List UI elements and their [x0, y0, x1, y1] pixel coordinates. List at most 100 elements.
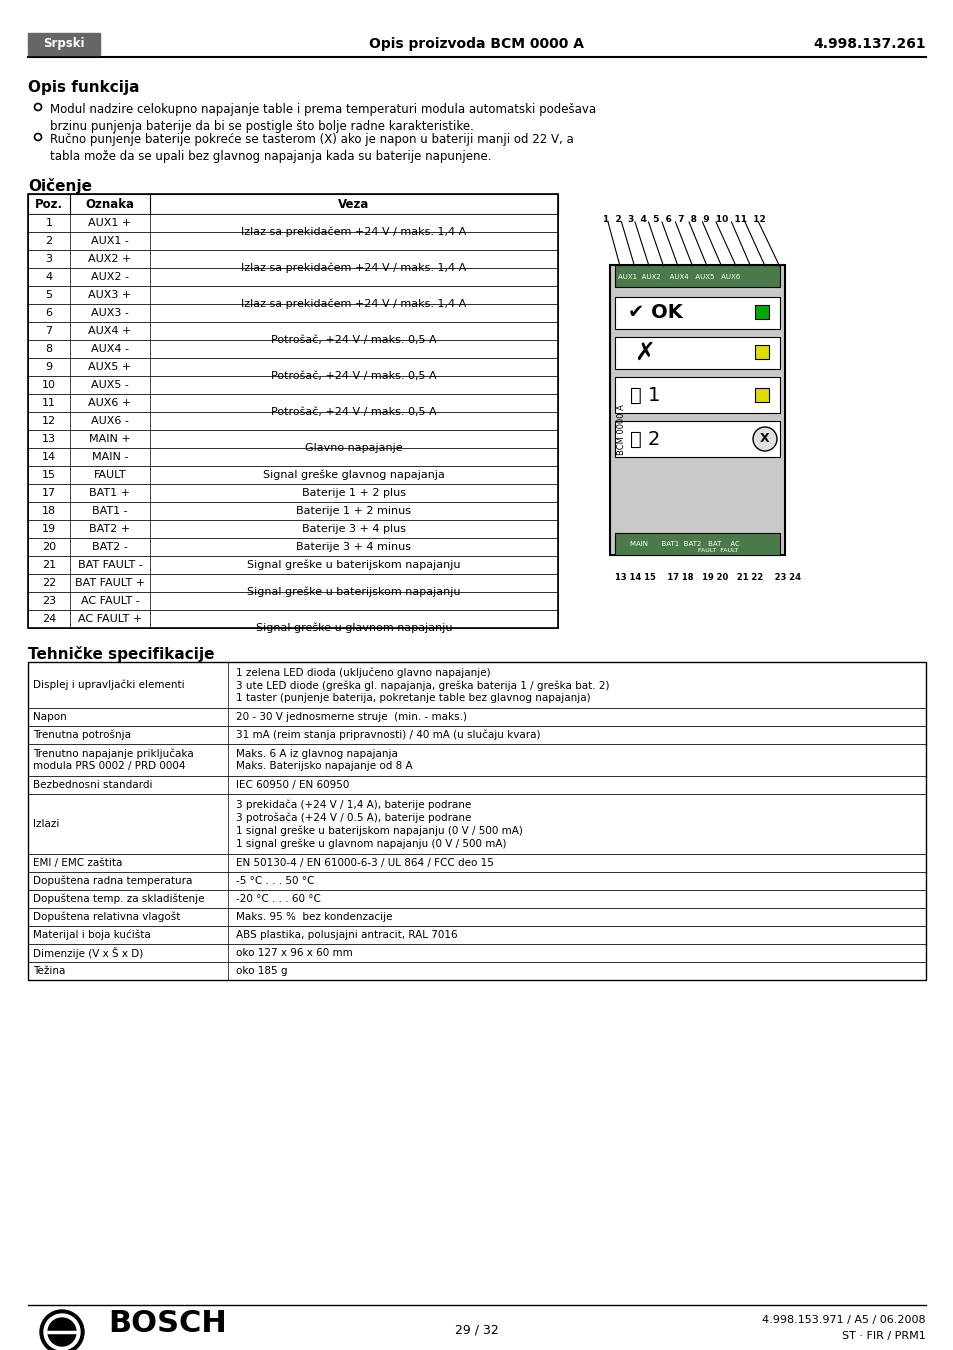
- Bar: [28, 909, 925, 926]
- Bar: [28, 963, 925, 980]
- Bar: [28, 485, 558, 502]
- Text: Baterije 3 + 4 minus: Baterije 3 + 4 minus: [296, 541, 411, 552]
- Bar: [615, 338, 780, 369]
- Text: EMI / EMC zaštita: EMI / EMC zaštita: [33, 859, 122, 868]
- Text: 23: 23: [42, 595, 56, 606]
- Bar: [754, 387, 768, 402]
- Text: ✔ OK: ✔ OK: [627, 304, 681, 323]
- Bar: [754, 305, 768, 319]
- Bar: [28, 926, 925, 944]
- Bar: [28, 448, 558, 466]
- Text: 4.998.153.971 / A5 / 06.2008: 4.998.153.971 / A5 / 06.2008: [761, 1315, 925, 1324]
- Text: BAT FAULT +: BAT FAULT +: [75, 578, 145, 589]
- Text: AUX5 +: AUX5 +: [89, 362, 132, 373]
- Bar: [28, 412, 558, 431]
- Text: Izlazi: Izlazi: [33, 819, 59, 829]
- Bar: [28, 872, 925, 890]
- Text: AUX6 +: AUX6 +: [89, 398, 132, 408]
- Text: 1  2  3  4  5  6  7  8  9  10  11  12: 1 2 3 4 5 6 7 8 9 10 11 12: [602, 215, 765, 224]
- Bar: [28, 776, 925, 794]
- Text: BOSCH: BOSCH: [108, 1310, 227, 1338]
- Text: 19: 19: [42, 524, 56, 535]
- Bar: [28, 502, 558, 520]
- Bar: [28, 662, 925, 707]
- Text: Signal greške u baterijskom napajanju: Signal greške u baterijskom napajanju: [247, 560, 460, 570]
- Bar: [28, 250, 558, 269]
- Text: ST · FIR / PRM1: ST · FIR / PRM1: [841, 1331, 925, 1341]
- Bar: [28, 662, 925, 980]
- Text: AC FAULT -: AC FAULT -: [81, 595, 139, 606]
- Bar: [28, 556, 558, 574]
- Bar: [28, 707, 925, 726]
- Text: AUX4 -: AUX4 -: [91, 344, 129, 354]
- Text: Signal greške u glavnom napajanju: Signal greške u glavnom napajanju: [255, 622, 452, 633]
- Text: 20 - 30 V jednosmerne struje  (min. - maks.): 20 - 30 V jednosmerne struje (min. - mak…: [235, 711, 467, 722]
- Text: Bezbednosni standardi: Bezbednosni standardi: [33, 780, 152, 790]
- Bar: [28, 286, 558, 304]
- Text: 22: 22: [42, 578, 56, 589]
- Text: Dopuštena temp. za skladištenje: Dopuštena temp. za skladištenje: [33, 894, 204, 904]
- Text: BCM 0000 A: BCM 0000 A: [617, 405, 626, 455]
- Circle shape: [752, 427, 776, 451]
- Text: EN 50130-4 / EN 61000-6-3 / UL 864 / FCC deo 15: EN 50130-4 / EN 61000-6-3 / UL 864 / FCC…: [235, 859, 494, 868]
- Bar: [615, 421, 780, 458]
- Bar: [28, 323, 558, 340]
- Text: Trenutno napajanje priključaka
modula PRS 0002 / PRD 0004: Trenutno napajanje priključaka modula PR…: [33, 748, 193, 771]
- Text: ABS plastika, polusjajni antracit, RAL 7016: ABS plastika, polusjajni antracit, RAL 7…: [235, 930, 457, 940]
- Text: Ručno punjenje baterije pokreće se tasterom (X) ako je napon u bateriji manji od: Ručno punjenje baterije pokreće se taste…: [50, 134, 573, 163]
- Text: BAT2 +: BAT2 +: [90, 524, 131, 535]
- Text: AUX3 +: AUX3 +: [89, 290, 132, 300]
- Text: AUX6 -: AUX6 -: [91, 416, 129, 427]
- Text: MAIN      BAT1  BAT2   BAT    AC: MAIN BAT1 BAT2 BAT AC: [629, 541, 739, 547]
- Text: 4.998.137.261: 4.998.137.261: [813, 36, 925, 51]
- Text: 3 prekidača (+24 V / 1,4 A), baterije podrane
3 potrošača (+24 V / 0.5 A), bater: 3 prekidača (+24 V / 1,4 A), baterije po…: [235, 799, 522, 849]
- Text: Trenutna potrošnja: Trenutna potrošnja: [33, 730, 131, 740]
- Text: Veza: Veza: [338, 197, 370, 211]
- Bar: [28, 539, 558, 556]
- Circle shape: [48, 1318, 76, 1346]
- Text: 15: 15: [42, 470, 56, 481]
- Text: 1 zelena LED dioda (uključeno glavno napajanje)
3 ute LED diode (greška gl. napa: 1 zelena LED dioda (uključeno glavno nap…: [235, 667, 609, 703]
- Text: Displej i upravljački elementi: Displej i upravljački elementi: [33, 680, 185, 690]
- Text: 20: 20: [42, 541, 56, 552]
- Bar: [28, 340, 558, 358]
- Bar: [615, 377, 780, 413]
- Bar: [28, 377, 558, 394]
- Bar: [28, 269, 558, 286]
- Text: Glavno napajanje: Glavno napajanje: [305, 443, 402, 454]
- Bar: [28, 431, 558, 448]
- Text: BAT2 -: BAT2 -: [92, 541, 128, 552]
- Text: FAULT  FAULT: FAULT FAULT: [629, 548, 738, 554]
- Bar: [28, 304, 558, 323]
- Text: 31 mA (reim stanja pripravnosti) / 40 mA (u slučaju kvara): 31 mA (reim stanja pripravnosti) / 40 mA…: [235, 730, 540, 740]
- Text: Srpski: Srpski: [43, 38, 85, 50]
- Text: 12: 12: [42, 416, 56, 427]
- Text: 4: 4: [46, 271, 52, 282]
- Text: 24: 24: [42, 614, 56, 624]
- Bar: [28, 574, 558, 593]
- Text: Potrošač, +24 V / maks. 0,5 A: Potrošač, +24 V / maks. 0,5 A: [271, 406, 436, 417]
- Bar: [28, 520, 558, 539]
- Bar: [754, 346, 768, 359]
- Bar: [28, 466, 558, 485]
- Text: Oznaka: Oznaka: [86, 197, 134, 211]
- Text: 9: 9: [46, 362, 52, 373]
- Text: ⧖ 1: ⧖ 1: [629, 386, 659, 405]
- Bar: [615, 533, 780, 555]
- Text: Baterije 1 + 2 plus: Baterije 1 + 2 plus: [302, 487, 406, 498]
- Text: MAIN +: MAIN +: [89, 433, 131, 444]
- Bar: [28, 855, 925, 872]
- Text: 21: 21: [42, 560, 56, 570]
- Text: IEC 60950 / EN 60950: IEC 60950 / EN 60950: [235, 780, 349, 790]
- Bar: [28, 744, 925, 776]
- Text: AUX2 +: AUX2 +: [89, 254, 132, 265]
- Text: oko 127 x 96 x 60 mm: oko 127 x 96 x 60 mm: [235, 948, 353, 958]
- Text: Modul nadzire celokupno napajanje table i prema temperaturi modula automatski po: Modul nadzire celokupno napajanje table …: [50, 103, 596, 134]
- Text: ✗: ✗: [634, 342, 655, 365]
- Circle shape: [34, 134, 42, 140]
- Bar: [28, 394, 558, 412]
- Text: Poz.: Poz.: [35, 197, 63, 211]
- Text: BAT1 +: BAT1 +: [90, 487, 131, 498]
- Text: AUX1 +: AUX1 +: [89, 217, 132, 228]
- Text: -5 °C . . . 50 °C: -5 °C . . . 50 °C: [235, 876, 314, 886]
